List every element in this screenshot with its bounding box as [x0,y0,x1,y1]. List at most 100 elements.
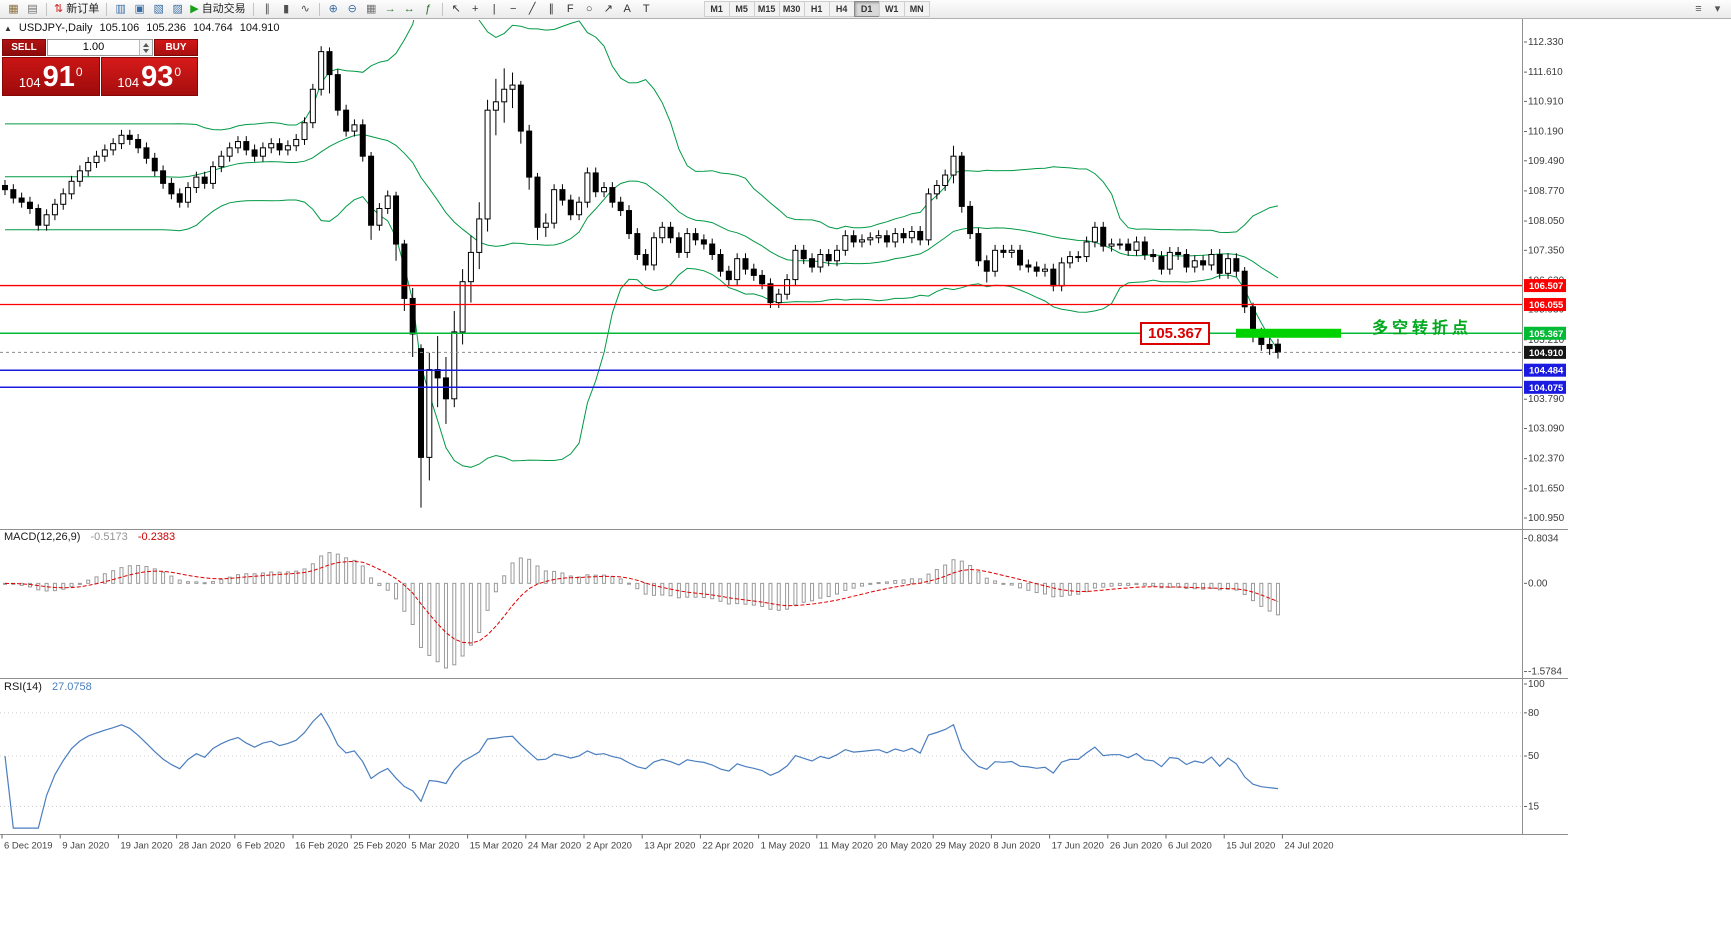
shapes-icon: ○ [585,2,593,15]
timeframe-m1[interactable]: M1 [703,1,730,17]
date-tick-label: 25 Feb 2020 [353,841,406,852]
data-window-icon: ▣ [134,2,145,15]
ohlc-open: 105.106 [99,22,140,34]
candlestick-chart-button[interactable]: ▮ [277,1,296,17]
sell-price-sup: 0 [75,65,83,79]
macd-panel[interactable] [3,552,1280,669]
candlestick-series [2,46,1281,508]
support-highlight-segment[interactable] [1236,328,1341,338]
fibonacci-button[interactable]: F [561,1,580,17]
autotrading-button[interactable]: ▶ 自动交易 [187,1,248,17]
price-tick-label: 103.790 [1528,394,1565,405]
timeframe-d1[interactable]: D1 [853,1,880,17]
zoom-out-icon: ⊖ [347,2,357,15]
timeframe-h1[interactable]: H1 [803,1,830,17]
price-tick-label: 100.950 [1528,513,1565,524]
terminal-button[interactable]: ▨ [168,1,187,17]
price-tick-label: 108.050 [1528,216,1565,227]
sell-price-big: 91 [42,61,75,94]
rsi-tick-label: 100 [1528,679,1545,690]
auto-scroll-button[interactable]: → [381,1,400,17]
support-price-label: 105.367 [1140,322,1211,345]
price-tick-label: 110.190 [1528,127,1564,138]
rsi-value: 27.0758 [51,681,92,693]
macd-tick-label: 0.8034 [1528,533,1559,544]
new-order-button[interactable]: ⇅ 新订单 [51,1,102,17]
volume-input[interactable]: 1.00 [47,39,153,56]
crosshair-button[interactable]: + [466,1,485,17]
volume-spinner[interactable] [139,40,152,55]
arrow-tool-icon: ↗ [603,2,613,15]
price-tick-label: 101.650 [1528,484,1565,495]
price-tick-label: 103.090 [1528,424,1565,435]
autotrading-icon: ▶ [190,2,199,15]
price-axis[interactable]: 112.330 111.610 110.910 110.190 109.490 108.7… [1524,37,1566,813]
zoom-out-button[interactable]: ⊖ [343,1,362,17]
date-tick-label: 19 Jan 2020 [120,841,172,852]
indicators-button[interactable]: ƒ [419,1,438,17]
date-tick-label: 20 May 2020 [877,841,932,852]
horizontal-line-button[interactable]: − [504,1,523,17]
rsi-tick-label: 50 [1528,751,1540,762]
shapes-button[interactable]: ○ [580,1,599,17]
line-chart-button[interactable]: ∿ [296,1,315,17]
channel-button[interactable]: ∥ [542,1,561,17]
zoom-in-button[interactable]: ⊕ [324,1,343,17]
new-chart-button[interactable]: ▦ [4,1,23,17]
window-menu-button[interactable]: ▾ [1708,1,1727,17]
new-chart-icon: ▦ [8,2,19,15]
market-watch-button[interactable]: ▥ [111,1,130,17]
text-button[interactable]: A [618,1,637,17]
buy-button[interactable]: BUY [154,39,198,56]
buy-price-button[interactable]: 104 93 0 [100,57,198,96]
date-tick-label: 29 May 2020 [935,841,990,852]
timeframe-m5[interactable]: M5 [728,1,755,17]
cursor-button[interactable]: ↖ [447,1,466,17]
date-tick-label: 6 Dec 2019 [4,841,53,852]
rsi-name: RSI(14) [4,681,42,693]
trendline-button[interactable]: ╱ [523,1,542,17]
terminal-icon: ▨ [172,2,183,15]
ohlc-close: 104.910 [239,22,280,34]
navigator-button[interactable]: ▧ [149,1,168,17]
chart-list-icon: ≡ [1695,2,1702,15]
arrow-tool-button[interactable]: ↗ [599,1,618,17]
date-tick-label: 5 Mar 2020 [411,841,459,852]
timeframe-w1[interactable]: W1 [878,1,905,17]
macd-tick-label: 0.00 [1528,578,1548,589]
bar-chart-icon: ∥ [264,2,270,15]
date-tick-label: 6 Feb 2020 [237,841,285,852]
timeframe-mn[interactable]: MN [903,1,930,17]
price-panel[interactable] [2,0,1281,508]
price-tag-104484 [1524,363,1566,377]
tile-windows-icon: ▦ [365,2,377,15]
timeframe-toolbar: M1 M5 M15 M30 H1 H4 D1 W1 MN [703,1,930,17]
text-label-button[interactable]: T [637,1,656,17]
timeframe-m15[interactable]: M15 [753,1,780,17]
sell-button[interactable]: SELL [2,39,46,56]
timeframe-m30[interactable]: M30 [778,1,805,17]
chart-list-button[interactable]: ≡ [1689,1,1708,17]
date-tick-label: 24 Jul 2020 [1284,841,1333,852]
vertical-line-button[interactable]: | [485,1,504,17]
bar-chart-button[interactable]: ∥ [258,1,277,17]
volume-down-icon[interactable] [143,48,149,53]
volume-up-icon[interactable] [143,42,149,47]
chart-shift-button[interactable]: ↔ [400,1,419,17]
volume-value[interactable]: 1.00 [82,41,105,53]
data-window-button[interactable]: ▣ [130,1,149,17]
profiles-button[interactable]: ▤ [23,1,42,17]
rsi-panel[interactable] [0,712,1522,829]
cursor-icon: ↖ [451,2,461,15]
timeframe-h4[interactable]: H4 [828,1,855,17]
date-axis[interactable]: 6 Dec 2019 9 Jan 2020 19 Jan 2020 28 Jan 20… [1,834,1334,852]
buy-price-sup: 0 [174,65,182,79]
chart-shift-icon: ↔ [403,2,415,15]
sell-price-button[interactable]: 104 91 0 [2,57,100,96]
tile-windows-button[interactable]: ▦ [362,1,381,17]
bollinger-lower-band [5,196,1279,468]
indicators-icon: ƒ [425,2,432,15]
price-tag-label: 105.367 [1529,329,1563,340]
macd-name: MACD(12,26,9) [4,531,81,543]
